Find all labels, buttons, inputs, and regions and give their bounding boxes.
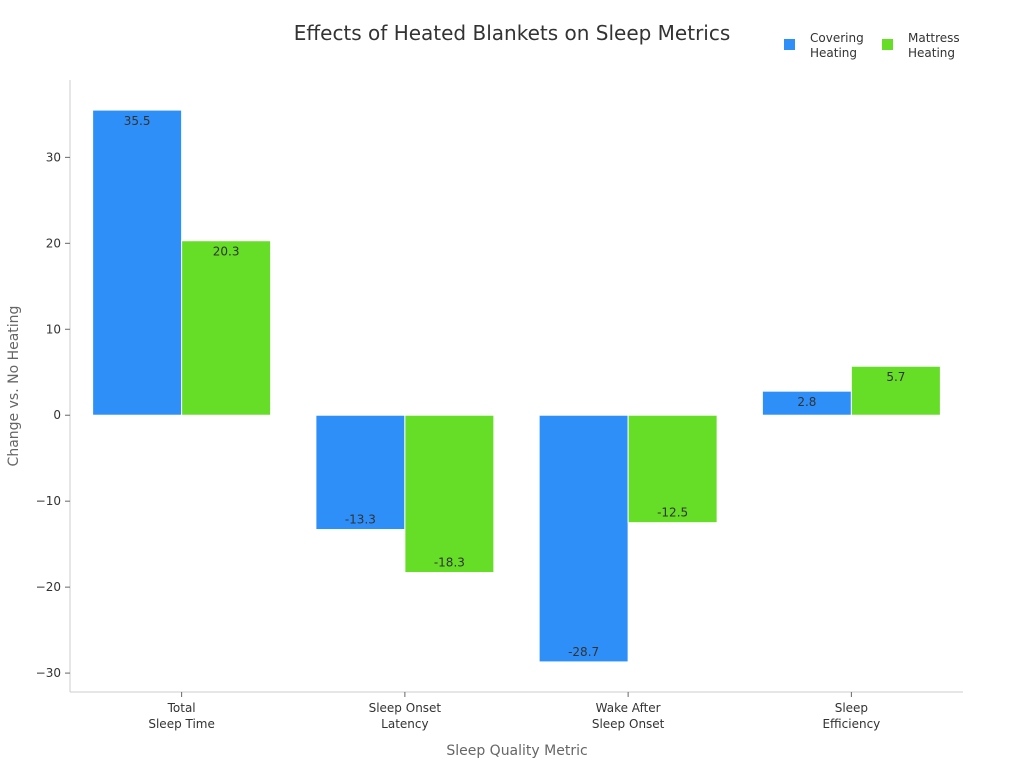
data-label: 2.8 xyxy=(797,395,816,409)
data-label: -13.3 xyxy=(345,513,376,527)
legend-swatch xyxy=(882,39,893,50)
y-tick-label: 10 xyxy=(46,322,61,336)
data-label: -28.7 xyxy=(568,645,599,659)
y-tick-label: 0 xyxy=(53,408,61,422)
y-tick-label: −30 xyxy=(36,666,61,680)
bar xyxy=(627,414,718,524)
bar xyxy=(315,414,406,531)
bar xyxy=(404,414,495,574)
data-label: 20.3 xyxy=(213,245,240,259)
x-tick-label: Total Sleep Time xyxy=(148,701,215,731)
data-label: 5.7 xyxy=(886,370,905,384)
bar xyxy=(538,414,629,663)
bar xyxy=(850,365,941,416)
y-tick-label: 20 xyxy=(46,236,61,250)
y-axis-label: Change vs. No Heating xyxy=(6,306,22,467)
x-tick-label: Sleep Efficiency xyxy=(822,701,880,731)
data-label: -12.5 xyxy=(657,506,688,520)
data-label: 35.5 xyxy=(124,114,151,128)
legend-label: Mattress Heating xyxy=(908,31,960,60)
x-axis-label: Sleep Quality Metric xyxy=(446,743,587,759)
data-label: -18.3 xyxy=(434,556,465,570)
x-tick-label: Sleep Onset Latency xyxy=(369,701,442,731)
y-tick-label: 30 xyxy=(46,150,61,164)
legend-swatch xyxy=(784,39,795,50)
x-tick-label: Wake After Sleep Onset xyxy=(592,701,665,731)
y-tick-label: −20 xyxy=(36,580,61,594)
bar xyxy=(761,390,852,416)
chart-title: Effects of Heated Blankets on Sleep Metr… xyxy=(294,21,731,45)
bar xyxy=(92,109,183,416)
bar xyxy=(181,240,272,416)
y-tick-label: −10 xyxy=(36,494,61,508)
legend: Covering Heating Mattress Heating xyxy=(784,31,960,60)
legend-label: Covering Heating xyxy=(810,31,864,60)
